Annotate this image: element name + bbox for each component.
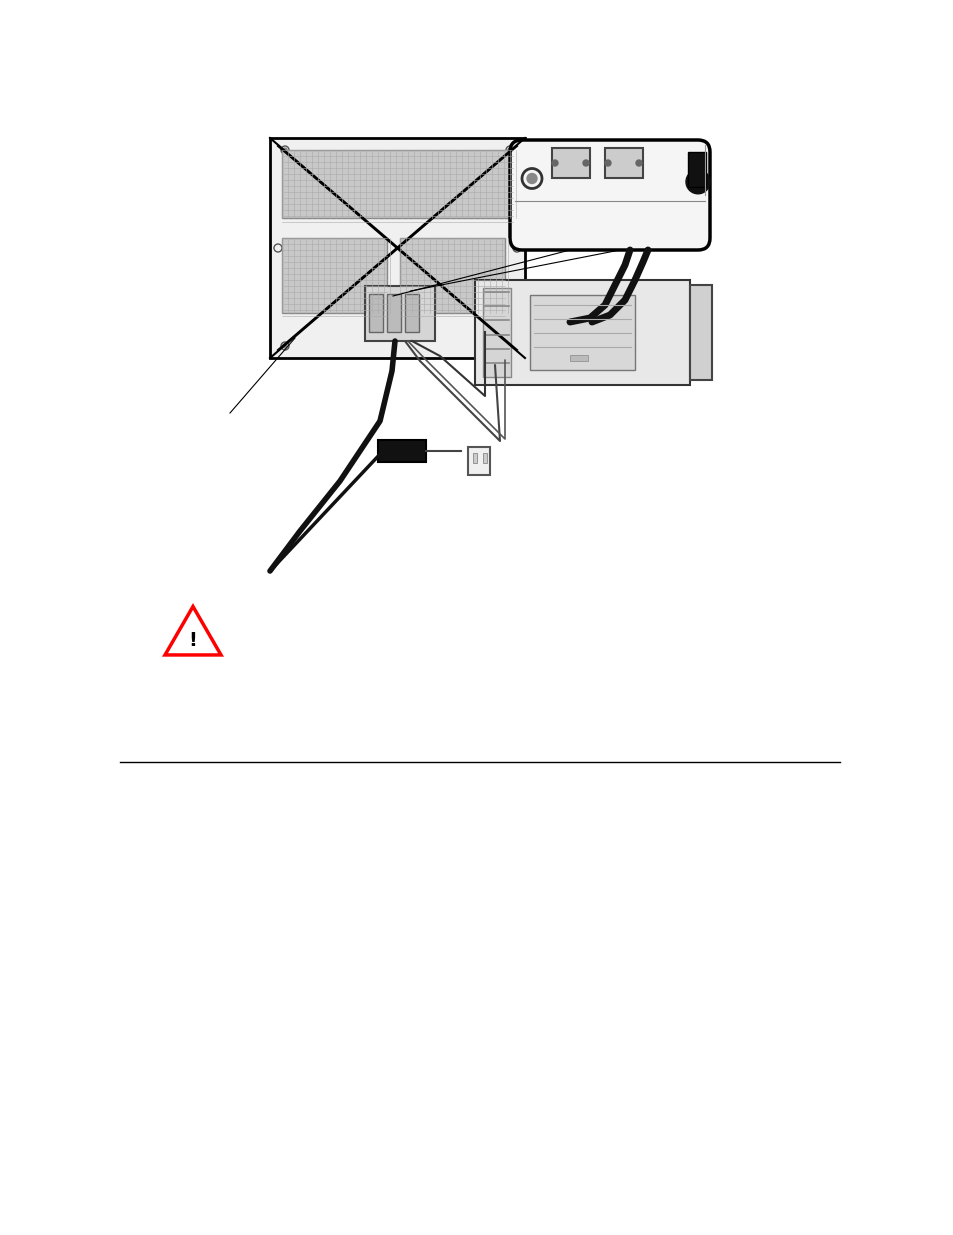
Polygon shape — [165, 606, 221, 655]
Bar — [282, 238, 387, 312]
Circle shape — [283, 345, 287, 348]
Bar — [687, 152, 705, 186]
Bar — [604, 148, 642, 178]
Bar — [552, 148, 589, 178]
FancyBboxPatch shape — [510, 140, 709, 249]
Bar — [689, 285, 711, 380]
Circle shape — [507, 148, 512, 152]
Text: !: ! — [189, 631, 197, 650]
Bar — [569, 354, 587, 361]
Bar — [369, 294, 382, 332]
Circle shape — [685, 169, 709, 194]
Bar — [387, 294, 400, 332]
Bar — [365, 287, 435, 341]
Bar — [405, 294, 418, 332]
Bar — [270, 138, 524, 358]
Circle shape — [582, 161, 588, 165]
Circle shape — [507, 345, 512, 348]
Bar — [377, 440, 426, 462]
Bar — [473, 453, 476, 463]
Circle shape — [604, 161, 610, 165]
Bar — [482, 453, 486, 463]
Circle shape — [552, 161, 558, 165]
Circle shape — [526, 173, 537, 184]
Circle shape — [636, 161, 641, 165]
Bar — [399, 238, 504, 312]
Bar — [482, 288, 511, 377]
Bar — [282, 149, 513, 219]
Bar — [468, 447, 490, 475]
Bar — [475, 280, 689, 385]
Bar — [530, 295, 635, 370]
Circle shape — [283, 148, 287, 152]
